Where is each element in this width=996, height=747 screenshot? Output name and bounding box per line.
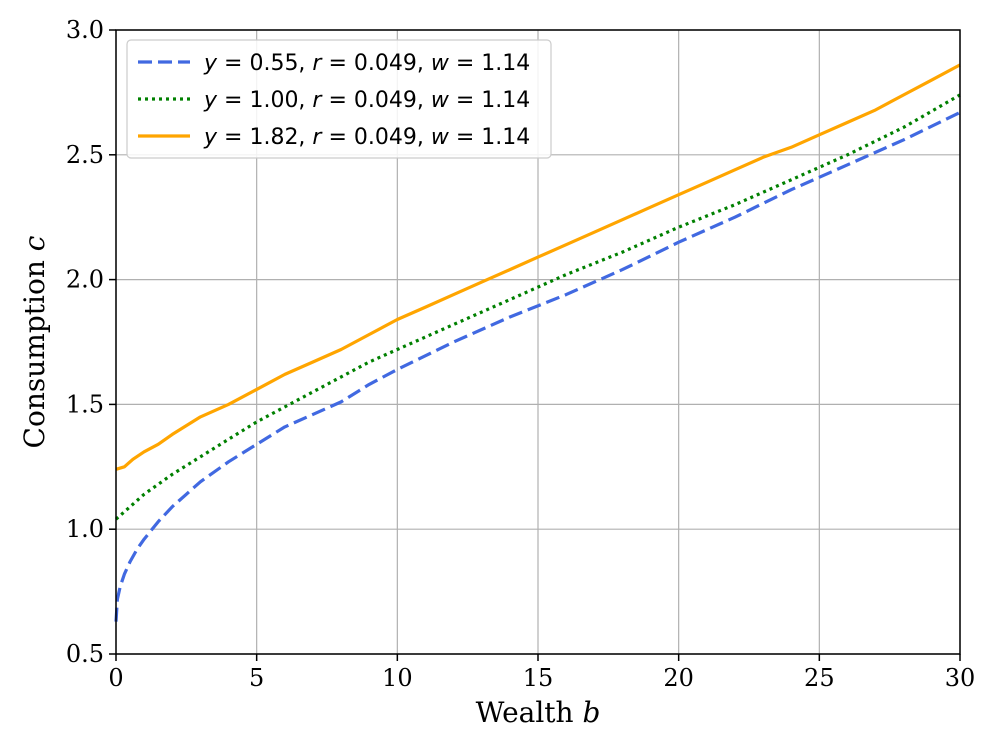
y-tick-label: 2.0	[66, 266, 104, 294]
y-tick-label: 3.0	[66, 16, 104, 44]
x-tick-label: 0	[108, 664, 123, 692]
legend-label: y = 1.00, r = 0.049, w = 1.14	[203, 88, 530, 113]
y-axis-label-text: Consumption	[18, 260, 51, 448]
x-axis-label-text: Wealth	[476, 696, 574, 729]
x-tick-label: 30	[945, 664, 976, 692]
x-tick-label: 20	[663, 664, 694, 692]
axis-ticks: 0 5 10 15 20 25 30 0.5 1.0 1.5 2.0 2.5 3.0	[66, 16, 975, 692]
y-tick-label: 1.5	[66, 390, 104, 418]
series-line-1	[114, 110, 961, 622]
x-tick-label: 15	[523, 664, 554, 692]
x-axis-label: Wealth b	[476, 696, 601, 729]
series-line-3	[115, 63, 961, 471]
y-tick-label: 0.5	[66, 640, 104, 668]
y-axis-label: Consumption c	[18, 235, 51, 448]
series-lines	[114, 63, 961, 622]
legend-box	[126, 39, 552, 159]
legend: y = 0.55, r = 0.049, w = 1.14 y = 1.00, r…	[126, 39, 552, 159]
legend-label: y = 0.55, r = 0.049, w = 1.14	[203, 51, 530, 76]
x-axis-label-variable: b	[582, 696, 600, 729]
y-tick-label: 1.0	[66, 515, 104, 543]
x-tick-label: 25	[804, 664, 835, 692]
legend-label: y = 1.82, r = 0.049, w = 1.14	[203, 125, 530, 150]
y-tick-label: 2.5	[66, 141, 104, 169]
x-tick-label: 10	[382, 664, 413, 692]
x-tick-label: 5	[249, 664, 264, 692]
y-axis-label-variable: c	[18, 235, 51, 251]
